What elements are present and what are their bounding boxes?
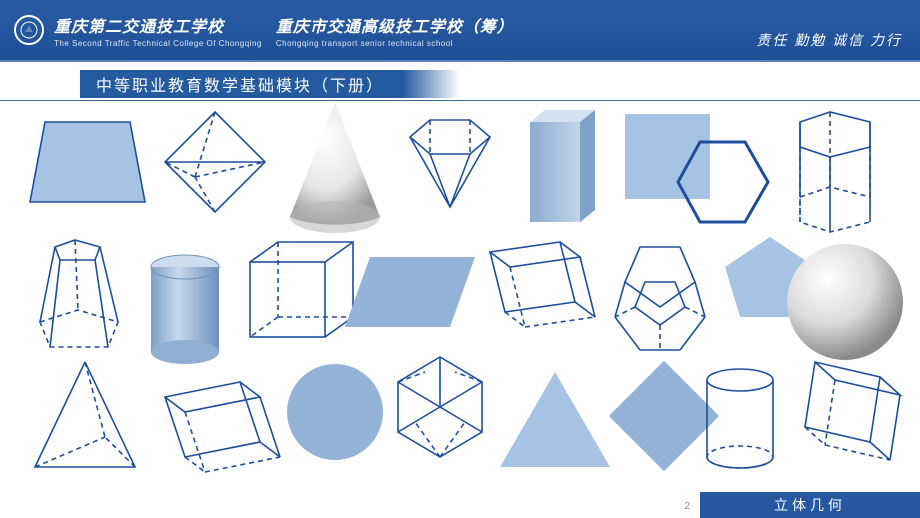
trapezoid-icon: [30, 122, 145, 202]
subtitle-bar: 中等职业教育数学基础模块（下册）: [80, 70, 460, 98]
rhombohedron-wire-icon: [805, 362, 900, 460]
cone-icon: [290, 102, 380, 233]
cylinder-wire-icon: [707, 369, 773, 468]
gem-wire-icon: [410, 120, 490, 207]
shapes-canvas: [0, 102, 920, 482]
school-name-1-en: The Second Traffic Technical College Of …: [54, 39, 262, 48]
motto-text: 责任 勤勉 诚信 力行: [756, 30, 902, 50]
pent-frustum-wire-icon: [40, 240, 118, 347]
square-hexagon-icon: [625, 114, 768, 222]
page-number: 2: [684, 501, 690, 512]
cube-wire-icon: [250, 242, 353, 337]
header-bar: 重庆第二交通技工学校 The Second Traffic Technical …: [0, 0, 920, 62]
circle-flat-icon: [287, 364, 383, 460]
divider-line: [0, 100, 920, 101]
cylinder-solid-icon: [151, 255, 219, 364]
school-name-2-en: Chongqing transport senior technical sch…: [276, 39, 514, 48]
subtitle-text: 中等职业教育数学基础模块（下册）: [96, 72, 384, 96]
school-name-2: 重庆市交通高级技工学校（筹）: [276, 13, 514, 37]
sphere-icon: [787, 244, 903, 360]
footer-text: 立体几何: [774, 495, 846, 515]
school-name-1: 重庆第二交通技工学校: [54, 13, 262, 37]
icosahedron-wire-icon: [398, 357, 482, 457]
tilted-square-icon: [609, 361, 719, 471]
school-name-block-2: 重庆市交通高级技工学校（筹） Chongqing transport senio…: [276, 13, 514, 48]
oblique-cuboid-wire-icon: [490, 242, 595, 327]
footer-bar: 立体几何: [700, 492, 920, 518]
hex-prism-wire-icon: [800, 112, 870, 232]
school-name-block-1: 重庆第二交通技工学校 The Second Traffic Technical …: [54, 13, 262, 48]
parallelogram-icon: [345, 257, 475, 327]
dodecahedron-wire-icon: [615, 247, 705, 350]
octahedron-wire-icon: [165, 112, 265, 212]
tetrahedron-wire-icon: [35, 362, 135, 467]
parallelepiped-wire-icon: [165, 382, 280, 472]
cuboid-solid-icon: [530, 110, 595, 222]
school-logo-icon: [14, 15, 44, 45]
triangle-icon: [500, 372, 610, 467]
